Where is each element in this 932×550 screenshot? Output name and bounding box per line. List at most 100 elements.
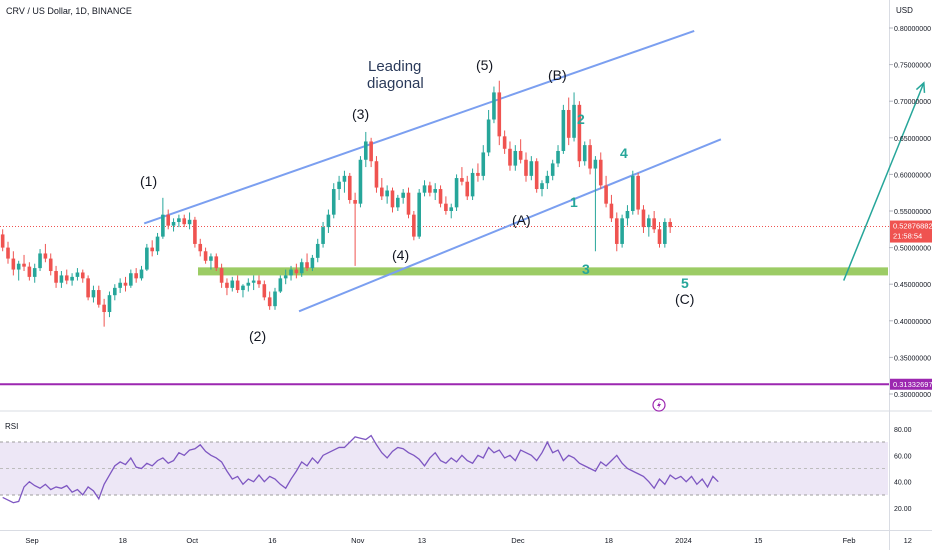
- candle-body: [145, 247, 149, 270]
- wave-A-label: (A): [512, 212, 531, 228]
- candle-body: [315, 243, 320, 258]
- time-axis-label: 16: [268, 536, 276, 545]
- price-tick-label: 0.60000000: [894, 172, 931, 179]
- price-tick-label: 0.65000000: [894, 136, 931, 143]
- candle-body: [337, 181, 341, 190]
- candle-body: [214, 256, 219, 269]
- rsi-tick-label: 80.00: [894, 427, 912, 434]
- candle-body: [0, 234, 5, 248]
- price-axis-ticks: 0.80000000 0.75000000 0.70000000 0.65000000…: [889, 26, 931, 399]
- candle-body: [6, 247, 10, 259]
- candle-body: [625, 211, 630, 219]
- candle-body: [598, 159, 603, 186]
- wave-B-label: (B): [548, 67, 567, 83]
- projection-arrow-line[interactable]: [843, 82, 925, 281]
- candle-body: [241, 285, 245, 291]
- candle-body: [22, 263, 26, 267]
- wave-C-label: (C): [675, 291, 694, 307]
- candle-body: [582, 145, 587, 162]
- candle-body: [342, 175, 347, 182]
- candle-body: [561, 109, 566, 151]
- candle-body: [508, 148, 512, 166]
- candle-body: [54, 271, 58, 283]
- price-tick-label: 0.30000000: [894, 392, 931, 399]
- current-price-value: 0.52876882: [893, 222, 932, 231]
- time-axis-label: 12: [904, 536, 912, 545]
- rsi-tick-label: 20.00: [894, 506, 912, 513]
- rsi-axis-ticks: 80.00 60.00 40.00 20.00: [894, 427, 912, 513]
- channel-lower-line[interactable]: [298, 138, 722, 313]
- candle-body: [657, 229, 662, 244]
- candle-body: [198, 243, 203, 252]
- candle-body: [444, 203, 448, 211]
- price-tick-label: 0.80000000: [894, 26, 931, 33]
- candle-body: [193, 219, 197, 244]
- support-level-value: 0.31332697: [893, 380, 932, 389]
- candle-body: [609, 203, 614, 219]
- currency-label: USD: [896, 6, 913, 15]
- support-zone[interactable]: [198, 267, 888, 276]
- candle-body: [123, 282, 128, 286]
- candle-body: [80, 272, 85, 279]
- wave-1-label: (1): [140, 173, 157, 189]
- candle-body: [534, 161, 539, 190]
- time-axis-label: 18: [605, 536, 613, 545]
- candle-body: [107, 295, 112, 313]
- candle-body: [556, 150, 560, 164]
- candle-body: [663, 221, 667, 244]
- candle-body: [614, 218, 619, 244]
- candle-body: [433, 189, 438, 193]
- support-level-tag[interactable]: 0.31332697: [890, 378, 932, 390]
- channel-upper-line[interactable]: [143, 29, 695, 225]
- current-price-tag[interactable]: 0.52876882 21:58:54: [890, 220, 932, 243]
- candle-body: [91, 290, 96, 298]
- candle-body: [16, 263, 21, 270]
- candle-body: [246, 282, 251, 286]
- candle-body: [385, 190, 389, 197]
- candle-body: [620, 218, 624, 244]
- time-axis-labels: Sep18Oct16Nov13Dec18202415Feb12Mar: [25, 536, 912, 545]
- candle-body: [161, 214, 165, 237]
- candle-body: [476, 172, 480, 176]
- candle-body: [497, 92, 502, 137]
- candle-body: [48, 258, 53, 272]
- subwave-2-label: 2: [577, 111, 585, 127]
- candle-body: [380, 187, 384, 197]
- candle-body: [481, 152, 486, 176]
- event-lightning-icon[interactable]: [652, 398, 666, 412]
- candle-body: [390, 190, 395, 208]
- leading-diagonal-label-1: Leading: [368, 58, 421, 75]
- countdown-value: 21:58:54: [893, 232, 922, 241]
- candle-body: [518, 150, 523, 160]
- time-axis-label: Dec: [511, 536, 525, 545]
- candle-body: [177, 218, 181, 222]
- candle-body: [454, 178, 459, 208]
- subwave-3-label: 3: [582, 261, 590, 277]
- candles-group: [0, 80, 672, 327]
- candle-body: [113, 287, 117, 296]
- candle-body: [86, 278, 90, 298]
- candle-body: [219, 268, 224, 283]
- time-axis-label: 13: [418, 536, 426, 545]
- candle-body: [465, 181, 470, 197]
- candle-body: [524, 159, 528, 176]
- price-tick-label: 0.35000000: [894, 355, 931, 362]
- time-axis-label: Sep: [25, 536, 38, 545]
- chart-title: CRV / US Dollar, 1D, BINANCE: [6, 6, 132, 16]
- candle-body: [604, 185, 608, 204]
- candle-body: [492, 92, 496, 120]
- time-axis-label: Oct: [186, 536, 199, 545]
- candle-body: [449, 207, 454, 211]
- candle-body: [32, 268, 37, 277]
- candle-body: [593, 159, 598, 169]
- candle-body: [310, 257, 315, 269]
- candle-body: [363, 141, 368, 160]
- price-tick-label: 0.45000000: [894, 282, 931, 289]
- candle-body: [422, 185, 427, 193]
- candle-body: [572, 104, 576, 138]
- candle-body: [326, 214, 331, 228]
- candle-body: [540, 183, 544, 190]
- candle-body: [412, 214, 416, 237]
- candle-body: [283, 275, 288, 279]
